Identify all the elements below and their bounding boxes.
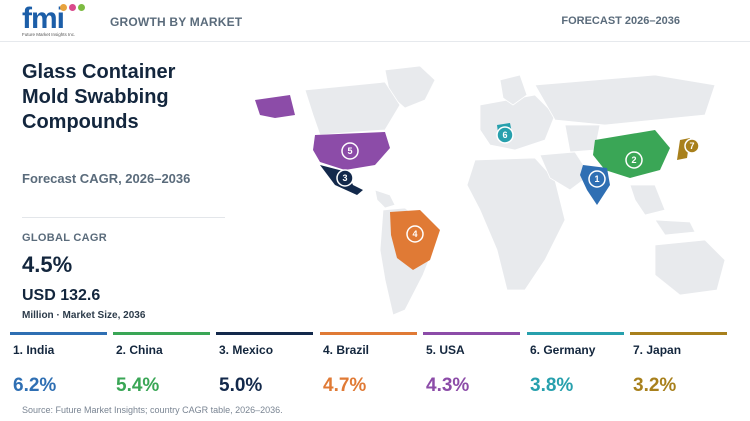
forecast-label: FORECAST 2026–2036 [561,15,680,27]
country-name: 4. Brazil [323,343,370,357]
marker-brazil[interactable]: 4 [406,225,424,243]
country-name: 2. China [116,343,163,357]
map-markers: 1 2 3 4 5 6 7 [336,126,700,243]
logo-dot-icon [78,4,85,11]
marker-germany[interactable]: 6 [496,126,514,144]
global-cagr-label: GLOBAL CAGR [22,232,107,244]
page-title: Glass Container Mold Swabbing Compounds [22,61,176,133]
marker-label: 7 [689,141,694,151]
market-size-note: Million · Market Size, 2036 [22,310,146,321]
logo-subtext: Future Market Insights Inc. [22,32,76,37]
color-bar [113,332,210,335]
country-card-brazil[interactable]: 4. Brazil 4.7% [320,332,417,402]
marker-label: 6 [502,130,507,140]
forecast-subtitle: Forecast CAGR, 2026–2036 [22,171,191,186]
marker-mexico[interactable]: 3 [336,169,354,187]
country-cagr: 5.4% [116,375,160,396]
country-name: 1. India [13,343,55,357]
marker-usa[interactable]: 5 [341,142,359,160]
country-card-mexico[interactable]: 3. Mexico 5.0% [216,332,313,402]
color-bar [10,332,107,335]
logo-text: fmi [22,2,65,35]
source-note: Source: Future Market Insights; country … [22,405,283,415]
marker-label: 3 [342,173,347,183]
color-bar [527,332,624,335]
section-label: GROWTH BY MARKET [110,15,243,29]
marker-label: 2 [631,155,636,165]
country-cagr: 3.8% [530,375,574,396]
country-cagr: 4.7% [323,375,367,396]
country-card-india[interactable]: 1. India 6.2% [10,332,107,402]
world-map: 1 2 3 4 5 6 7 [255,65,726,316]
color-bar [216,332,313,335]
color-bar [630,332,727,335]
marker-china[interactable]: 2 [625,151,643,169]
color-bar [423,332,520,335]
world-landmass [304,65,726,316]
country-card-china[interactable]: 2. China 5.4% [113,332,210,402]
marker-label: 4 [412,229,417,239]
logo-dot-icon [69,4,76,11]
fmi-logo[interactable]: fmi Future Market Insights Inc. [22,2,92,40]
country-name: 7. Japan [633,343,682,357]
color-bar [320,332,417,335]
country-cagr: 3.2% [633,375,677,396]
alaska-region[interactable] [255,95,295,118]
header-bar: fmi Future Market Insights Inc. GROWTH B… [0,0,750,42]
divider [22,217,225,218]
marker-japan[interactable]: 7 [684,138,700,154]
country-name: 5. USA [426,343,465,357]
marker-label: 5 [347,146,352,156]
country-cagr: 6.2% [13,375,57,396]
market-size-value: USD 132.6 [22,287,101,304]
country-name: 6. Germany [530,343,596,357]
marker-india[interactable]: 1 [588,170,606,188]
country-name: 3. Mexico [219,343,274,357]
country-card-usa[interactable]: 5. USA 4.3% [423,332,520,402]
country-cagr: 5.0% [219,375,263,396]
country-card-germany[interactable]: 6. Germany 3.8% [527,332,624,402]
global-cagr-value: 4.5% [22,252,73,277]
logo-dot-icon [60,4,67,11]
marker-label: 1 [594,174,599,184]
country-cagr: 4.3% [426,375,470,396]
country-cagr-strip: 1. India 6.2% 2. China 5.4% 3. Mexico 5.… [10,332,740,402]
country-card-japan[interactable]: 7. Japan 3.2% [630,332,727,402]
